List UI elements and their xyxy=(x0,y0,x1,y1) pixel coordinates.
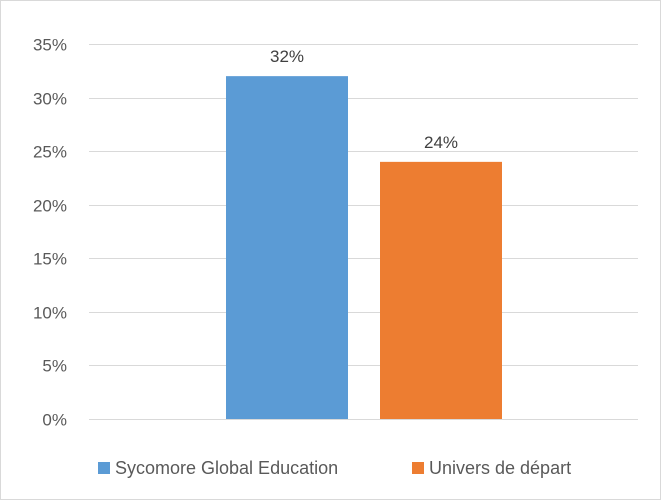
y-tick-label: 10% xyxy=(33,304,67,323)
y-tick-label: 30% xyxy=(33,90,67,109)
data-label: 24% xyxy=(424,133,458,152)
data-labels: 32% 24% xyxy=(270,47,458,152)
y-tick-label: 5% xyxy=(42,357,67,376)
legend-swatch xyxy=(98,462,110,474)
y-axis-ticks: 0% 5% 10% 15% 20% 25% 30% 35% xyxy=(33,36,67,430)
y-tick-label: 35% xyxy=(33,36,67,55)
legend: Sycomore Global Education Univers de dépa… xyxy=(98,458,571,478)
bar-series-1 xyxy=(226,76,348,420)
legend-label: Univers de départ xyxy=(429,458,571,478)
data-label: 32% xyxy=(270,47,304,66)
bars xyxy=(226,76,502,420)
y-tick-label: 15% xyxy=(33,250,67,269)
bar-series-2 xyxy=(380,161,502,419)
y-tick-label: 20% xyxy=(33,197,67,216)
legend-label: Sycomore Global Education xyxy=(115,458,338,478)
legend-swatch xyxy=(412,462,424,474)
y-tick-label: 0% xyxy=(42,411,67,430)
gridlines xyxy=(89,44,638,420)
y-tick-label: 25% xyxy=(33,143,67,162)
